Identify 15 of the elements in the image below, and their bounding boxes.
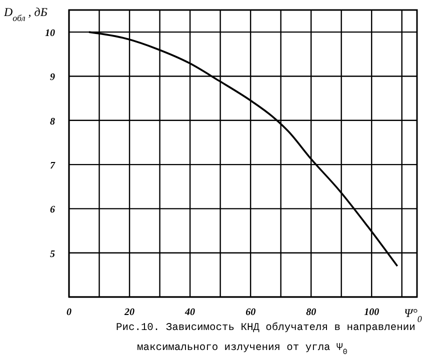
x-tick-label: 40: [184, 307, 196, 318]
y-tick-label: 8: [50, 116, 55, 128]
x-tick-label: 80: [306, 307, 316, 318]
x-tick-label: 20: [124, 307, 135, 318]
y-tick-label: 10: [45, 28, 55, 40]
text: Рис.10. Зависимость КНД облучателя в направлении максимального излучения от угла Ψ$_{0}$: [116, 322, 416, 357]
y-tick-label: 9: [50, 72, 55, 84]
x-tick-label: 100: [364, 307, 380, 318]
y-tick-label: 7: [50, 160, 56, 172]
y-tick-label: 5: [50, 248, 55, 260]
x-tick-label: 0: [66, 307, 72, 318]
x-tick-label: 60: [246, 307, 256, 318]
x-axis-title: Ψ°$_{0}$: [404, 306, 422, 324]
y-tick-label: 6: [50, 204, 55, 216]
y-axis-title: D$_{обл}$ , дБ: [3, 5, 48, 23]
